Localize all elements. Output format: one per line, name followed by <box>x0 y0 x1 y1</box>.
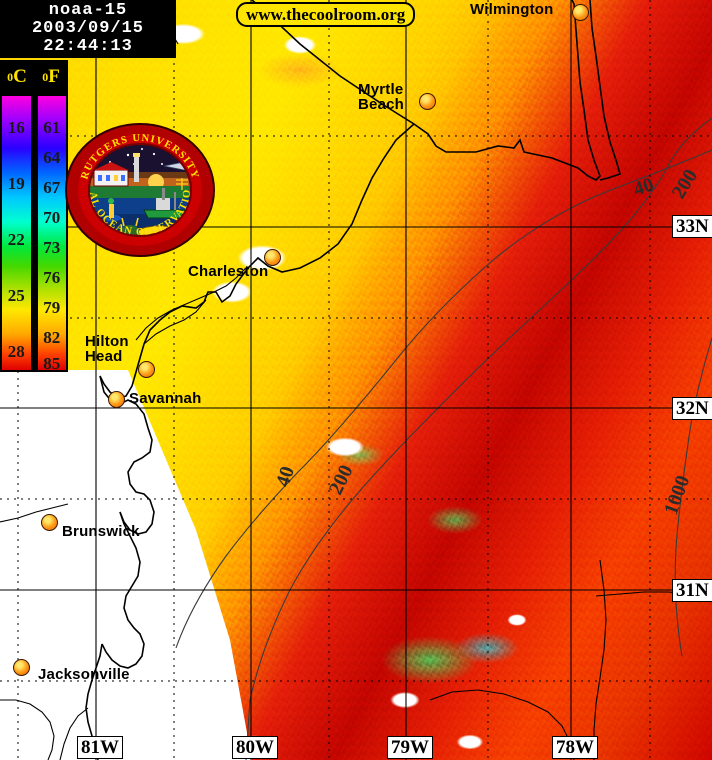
city-marker-brunswick[interactable] <box>41 514 58 531</box>
longitude-label-81w: 81W <box>77 736 123 760</box>
bathy-label: 40 <box>631 174 657 201</box>
bathymetry-labels: 40 200 40 200 1000 <box>272 166 702 518</box>
city-label-myrtle-beach: Myrtle Beach <box>358 82 404 113</box>
celsius-letter: C <box>13 66 27 87</box>
degree-symbol: 0 <box>42 69 49 84</box>
city-marker-wilmington[interactable] <box>572 4 589 21</box>
celsius-tick: 16 <box>7 118 25 137</box>
city-marker-hilton-head[interactable] <box>138 361 155 378</box>
celsius-colorbar: 16 19 22 25 28 <box>0 94 33 372</box>
bathymetry-contours <box>175 117 712 760</box>
bathy-200m-line <box>245 117 712 760</box>
latitude-label-32n: 32N <box>672 397 712 421</box>
celsius-tick: 19 <box>7 174 25 193</box>
fahrenheit-tick: 85 <box>43 354 61 373</box>
longitude-label-78w: 78W <box>552 736 598 760</box>
acquisition-date: 2003/09/15 <box>31 19 145 39</box>
fahrenheit-tick: 64 <box>43 148 61 167</box>
longitude-label-80w: 80W <box>232 736 278 760</box>
bathy-40m-line <box>175 149 712 649</box>
degree-symbol: 0 <box>7 69 14 84</box>
fahrenheit-tick: 61 <box>43 118 61 137</box>
celsius-tick: 22 <box>7 230 25 249</box>
website-url-text: www.thecoolroom.org <box>246 4 406 24</box>
satellite-timestamp-stamp: noaa-15 2003/09/15 22:44:13 <box>0 0 176 58</box>
rutgers-cool-logo[interactable]: RUTGERS UNIVERSITY COASTAL OCEAN OBSERVA… <box>64 122 216 258</box>
city-marker-myrtle-beach[interactable] <box>419 93 436 110</box>
city-label-line: Hilton <box>85 333 129 350</box>
latitude-label-33n: 33N <box>672 215 712 239</box>
colorbar-gradients: 16 19 22 25 28 61 64 67 70 73 76 79 82 8… <box>0 94 68 373</box>
fahrenheit-tick: 73 <box>43 238 61 257</box>
city-label-jacksonville: Jacksonville <box>38 666 130 683</box>
latitude-label-31n: 31N <box>672 579 712 603</box>
celsius-tick: 28 <box>7 342 25 361</box>
fahrenheit-colorbar: 61 64 67 70 73 76 79 82 85 <box>35 94 68 373</box>
acquisition-time: 22:44:13 <box>43 36 133 56</box>
fahrenheit-letter: F <box>48 66 60 87</box>
website-url-banner[interactable]: www.thecoolroom.org <box>236 2 416 27</box>
celsius-tick: 25 <box>7 286 25 305</box>
bathy-label: 200 <box>325 462 358 499</box>
city-marker-jacksonville[interactable] <box>13 659 30 676</box>
city-marker-savannah[interactable] <box>108 391 125 408</box>
longitude-label-79w: 79W <box>387 736 433 760</box>
city-label-hilton-head: Hilton Head <box>85 334 129 365</box>
city-label-savannah: Savannah <box>129 390 202 407</box>
fahrenheit-tick: 70 <box>43 208 61 227</box>
fahrenheit-tick: 82 <box>43 328 61 347</box>
city-label-brunswick: Brunswick <box>62 523 140 540</box>
city-label-charleston: Charleston <box>188 263 269 280</box>
city-marker-charleston[interactable] <box>264 249 281 266</box>
bathy-label: 200 <box>668 166 703 203</box>
bathy-label: 40 <box>272 464 299 490</box>
city-label-line: Head <box>85 348 123 366</box>
city-label-line: Beach <box>358 96 405 114</box>
city-label-wilmington: Wilmington <box>470 1 554 18</box>
fahrenheit-tick: 67 <box>43 178 61 197</box>
satellite-name: noaa-15 <box>48 1 128 21</box>
bathy-label: 1000 <box>660 473 694 518</box>
fahrenheit-tick: 79 <box>43 298 61 317</box>
fahrenheit-tick: 76 <box>43 268 61 287</box>
city-label-line: Myrtle <box>358 81 404 98</box>
